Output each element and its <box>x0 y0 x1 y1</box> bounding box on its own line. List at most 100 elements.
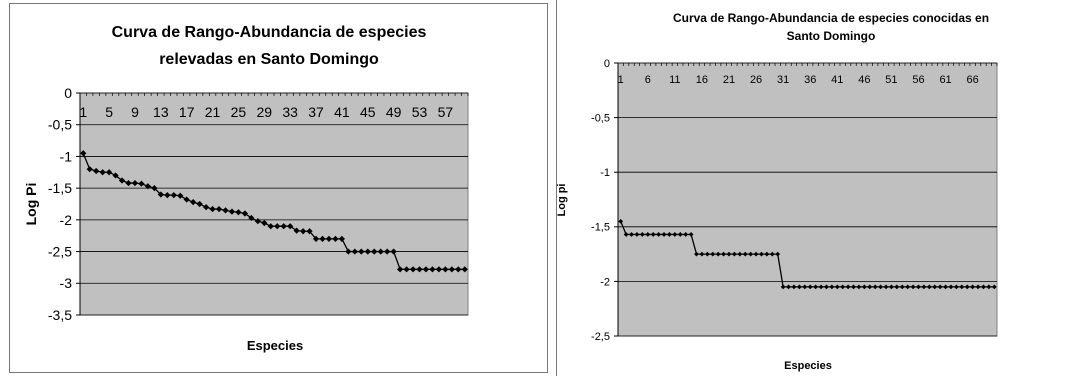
data-point <box>975 284 981 290</box>
data-point <box>677 232 683 237</box>
data-point <box>196 200 203 208</box>
data-point <box>183 196 190 203</box>
data-point <box>748 251 754 257</box>
data-point <box>274 223 281 230</box>
data-point <box>780 284 786 290</box>
chart-panel-left: Curva de Rango-Abundancia de especies rel… <box>9 3 548 373</box>
y-tick-label: -2,5 <box>48 243 72 259</box>
y-axis-label: Log Pi <box>23 183 39 226</box>
data-point <box>93 167 100 175</box>
plot-area <box>617 62 998 337</box>
data-point <box>921 284 927 290</box>
data-point <box>986 284 992 290</box>
data-point <box>222 207 229 214</box>
data-point <box>715 251 721 257</box>
series-line <box>620 221 995 288</box>
data-point <box>943 284 948 290</box>
data-point <box>345 248 352 255</box>
data-point <box>287 223 294 230</box>
x-tick-label: 11 <box>669 74 680 86</box>
data-point <box>338 235 345 242</box>
x-tick-label: 21 <box>723 74 735 86</box>
chart-panel-right: Curva de Rango-Abundancia de especies co… <box>556 0 1067 376</box>
data-point <box>300 228 307 235</box>
data-point <box>416 266 423 273</box>
data-point <box>306 228 313 235</box>
data-point <box>351 248 358 255</box>
data-point <box>112 172 119 179</box>
data-point <box>937 284 943 290</box>
data-point <box>629 232 634 237</box>
data-point <box>164 192 171 199</box>
y-tick-label: -1 <box>60 148 73 164</box>
data-point <box>645 232 651 237</box>
data-point <box>409 266 417 273</box>
data-point <box>138 180 145 187</box>
chart-title-line: relevadas en Santo Domingo <box>159 51 379 68</box>
chart-title-line: Santo Domingo <box>787 29 876 43</box>
x-tick-label: 9 <box>131 104 139 120</box>
y-tick-label: -2 <box>600 276 610 288</box>
data-point <box>384 248 391 255</box>
data-point <box>144 183 151 190</box>
data-point <box>742 251 748 257</box>
y-tick-label: -1,5 <box>591 222 610 234</box>
data-point <box>151 185 158 192</box>
data-point <box>650 232 656 237</box>
data-point <box>737 251 743 257</box>
data-point <box>840 284 846 290</box>
data-point <box>177 192 184 199</box>
data-point <box>905 284 911 290</box>
data-point <box>397 266 404 273</box>
data-point <box>235 209 242 216</box>
data-point <box>639 232 645 237</box>
data-point <box>364 248 371 255</box>
data-point <box>824 284 829 290</box>
data-point <box>791 284 797 290</box>
data-point <box>688 232 694 237</box>
x-axis-label: Especies <box>784 360 832 372</box>
data-point <box>442 266 449 273</box>
data-point <box>267 223 274 230</box>
x-tick-label: 5 <box>105 104 113 120</box>
data-point <box>215 205 223 213</box>
x-tick-label: 13 <box>153 104 169 120</box>
data-point <box>721 251 726 257</box>
data-point <box>710 251 716 257</box>
data-point <box>672 232 678 237</box>
x-tick-label: 36 <box>804 74 816 86</box>
y-tick-label: 0 <box>64 85 72 101</box>
y-tick-label: -3 <box>60 275 73 291</box>
data-point <box>157 191 164 198</box>
x-tick-label: 26 <box>750 74 762 86</box>
data-point <box>894 284 900 290</box>
data-point <box>769 251 775 257</box>
data-point <box>807 284 813 290</box>
data-point <box>759 251 764 257</box>
x-tick-label: 61 <box>939 74 951 86</box>
data-point <box>461 266 468 273</box>
data-point <box>764 251 770 257</box>
data-point <box>422 266 430 273</box>
data-point <box>319 235 326 242</box>
x-tick-label: 17 <box>179 104 195 120</box>
y-tick-label: -1,5 <box>48 180 72 196</box>
data-point <box>856 284 862 290</box>
y-tick-label: -0,5 <box>591 112 610 124</box>
data-point <box>699 251 705 257</box>
y-tick-label: -0,5 <box>48 117 72 133</box>
rank-abundance-chart-left: Curva de Rango-Abundancia de especies rel… <box>23 24 469 353</box>
data-point <box>312 235 320 242</box>
data-point <box>845 284 851 290</box>
data-point <box>661 232 667 237</box>
chart-title-line: Curva de Rango-Abundancia de especies <box>112 24 427 41</box>
x-tick-label: 41 <box>334 104 350 120</box>
data-point <box>775 251 781 257</box>
data-point <box>861 284 867 290</box>
data-point <box>732 251 737 257</box>
data-point <box>241 210 248 217</box>
data-point <box>190 198 197 206</box>
data-point <box>683 232 689 237</box>
x-tick-label: 49 <box>386 104 402 120</box>
data-point <box>899 284 905 290</box>
